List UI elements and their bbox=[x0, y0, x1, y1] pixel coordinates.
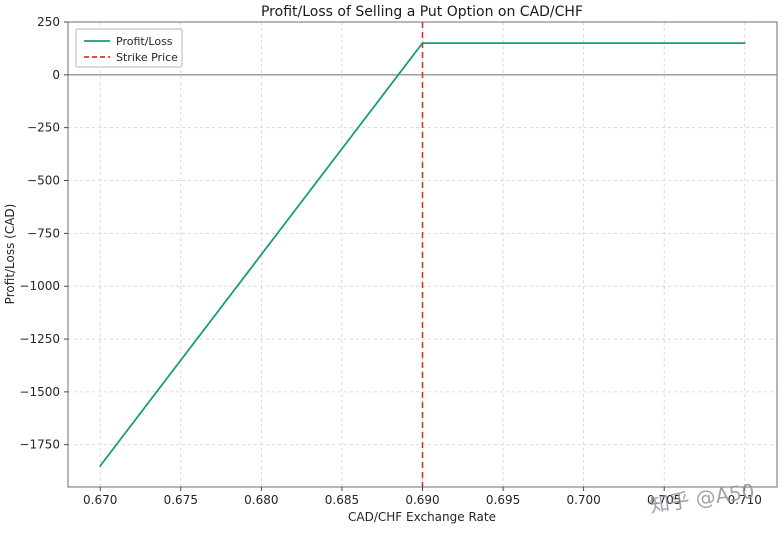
y-tick-label: −250 bbox=[27, 121, 60, 135]
x-tick-label: 0.695 bbox=[486, 493, 520, 507]
y-tick-label: 250 bbox=[37, 15, 60, 29]
x-tick-label: 0.700 bbox=[566, 493, 600, 507]
x-tick-label: 0.680 bbox=[244, 493, 278, 507]
y-tick-label: −1750 bbox=[19, 438, 60, 452]
x-tick-label: 0.685 bbox=[325, 493, 359, 507]
x-tick-label: 0.710 bbox=[728, 493, 762, 507]
x-tick-label: 0.705 bbox=[647, 493, 681, 507]
y-tick-label: −1500 bbox=[19, 385, 60, 399]
x-axis-label: CAD/CHF Exchange Rate bbox=[348, 510, 496, 524]
x-tick-label: 0.690 bbox=[405, 493, 439, 507]
legend-label-profit-loss: Profit/Loss bbox=[116, 35, 173, 48]
legend: Profit/Loss Strike Price bbox=[75, 28, 183, 68]
profit-loss-series-line bbox=[99, 42, 746, 467]
y-tick-label: 0 bbox=[52, 68, 60, 82]
y-tick-label: −500 bbox=[27, 174, 60, 188]
marks-layer bbox=[68, 22, 777, 487]
y-tick-label: −750 bbox=[27, 226, 60, 240]
x-tick-label: 0.675 bbox=[164, 493, 198, 507]
y-tick-label: −1250 bbox=[19, 332, 60, 346]
y-tick-label: −1000 bbox=[19, 279, 60, 293]
chart-title: Profit/Loss of Selling a Put Option on C… bbox=[261, 4, 583, 20]
y-axis-label: Profit/Loss (CAD) bbox=[3, 204, 17, 305]
axes-layer: 0.670 0.675 0.680 0.685 0.690 0.695 0.700 0.705… bbox=[19, 15, 778, 507]
x-tick-label: 0.670 bbox=[83, 493, 117, 507]
legend-label-strike-price: Strike Price bbox=[116, 51, 178, 64]
